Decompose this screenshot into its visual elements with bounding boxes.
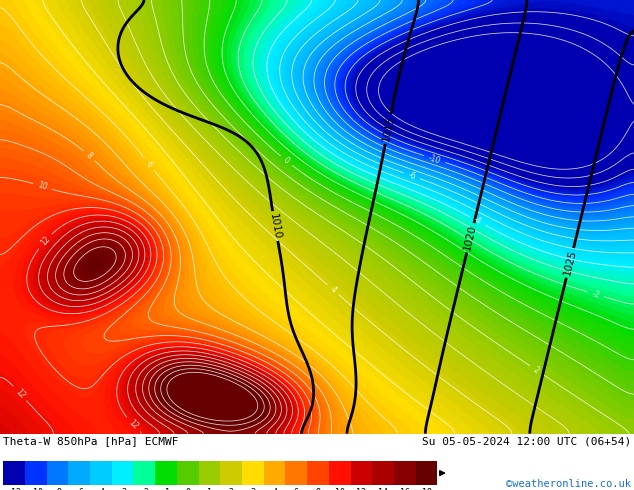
Bar bbox=[307, 461, 329, 486]
Text: Theta-W 850hPa [hPa] ECMWF: Theta-W 850hPa [hPa] ECMWF bbox=[3, 437, 179, 446]
Text: 1025: 1025 bbox=[562, 249, 578, 277]
Bar bbox=[133, 461, 155, 486]
Text: 6: 6 bbox=[144, 159, 154, 169]
Text: 10: 10 bbox=[335, 489, 345, 490]
Bar bbox=[372, 461, 394, 486]
Text: 1010: 1010 bbox=[268, 212, 282, 240]
Text: -10: -10 bbox=[427, 153, 442, 165]
Text: 3: 3 bbox=[250, 489, 256, 490]
Text: 2: 2 bbox=[532, 365, 541, 375]
Text: -10: -10 bbox=[29, 489, 43, 490]
Text: ©weatheronline.co.uk: ©weatheronline.co.uk bbox=[506, 479, 631, 490]
Bar bbox=[155, 461, 177, 486]
Text: 1015: 1015 bbox=[381, 115, 396, 143]
Text: -8: -8 bbox=[53, 489, 63, 490]
Text: 2: 2 bbox=[229, 489, 234, 490]
Text: Su 05-05-2024 12:00 UTC (06+54): Su 05-05-2024 12:00 UTC (06+54) bbox=[422, 437, 631, 446]
Bar bbox=[47, 461, 68, 486]
Text: 16: 16 bbox=[400, 489, 410, 490]
Bar bbox=[351, 461, 372, 486]
Text: 12: 12 bbox=[127, 417, 140, 431]
Text: 10: 10 bbox=[37, 181, 48, 192]
Text: 4: 4 bbox=[328, 285, 338, 294]
Text: 0: 0 bbox=[281, 156, 291, 166]
Text: 0: 0 bbox=[185, 489, 190, 490]
Text: -2: -2 bbox=[591, 289, 600, 299]
Text: 14: 14 bbox=[378, 489, 388, 490]
Text: 18: 18 bbox=[422, 489, 432, 490]
Bar bbox=[112, 461, 133, 486]
Text: 8: 8 bbox=[84, 151, 94, 161]
Bar bbox=[285, 461, 307, 486]
Text: 6: 6 bbox=[294, 489, 299, 490]
Text: 8: 8 bbox=[316, 489, 321, 490]
Bar bbox=[3, 461, 25, 486]
Bar bbox=[264, 461, 285, 486]
Bar bbox=[177, 461, 198, 486]
Bar bbox=[25, 461, 46, 486]
Text: -12: -12 bbox=[6, 489, 22, 490]
Text: 1: 1 bbox=[207, 489, 212, 490]
Bar bbox=[394, 461, 416, 486]
Text: -1: -1 bbox=[161, 489, 171, 490]
Bar bbox=[221, 461, 242, 486]
Text: -3: -3 bbox=[117, 489, 127, 490]
Text: 12: 12 bbox=[356, 489, 366, 490]
Text: 12: 12 bbox=[13, 387, 27, 400]
Text: 1020: 1020 bbox=[462, 224, 479, 252]
Bar bbox=[198, 461, 221, 486]
Bar bbox=[416, 461, 437, 486]
Bar bbox=[329, 461, 351, 486]
Text: -6: -6 bbox=[74, 489, 84, 490]
Bar bbox=[242, 461, 264, 486]
Text: -4: -4 bbox=[472, 215, 483, 227]
Text: -2: -2 bbox=[139, 489, 150, 490]
Text: 4: 4 bbox=[272, 489, 277, 490]
Bar bbox=[90, 461, 112, 486]
Text: 12: 12 bbox=[39, 235, 51, 247]
Text: -6: -6 bbox=[406, 171, 417, 181]
Text: -4: -4 bbox=[96, 489, 106, 490]
Bar bbox=[68, 461, 90, 486]
